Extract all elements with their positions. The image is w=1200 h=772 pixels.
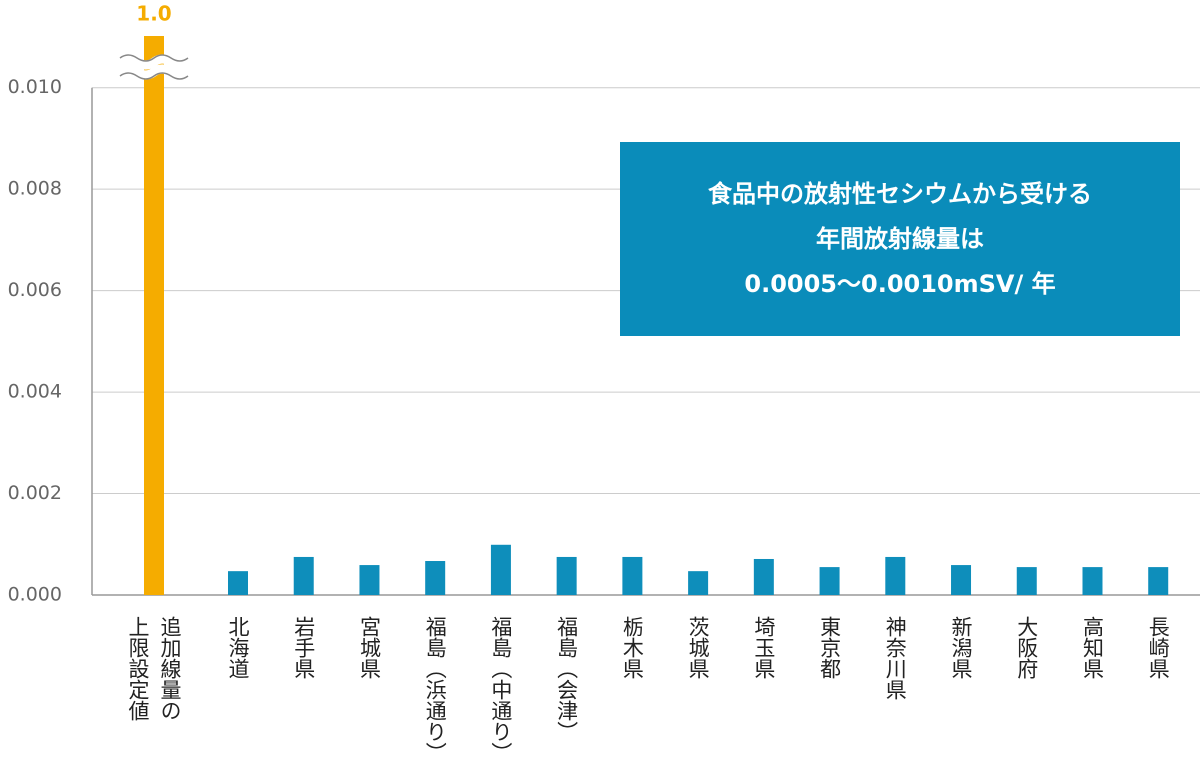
- x-tick-label: 東京都: [817, 616, 842, 679]
- bar: [885, 556, 906, 595]
- bar: [688, 571, 709, 595]
- x-tick-label: 福島（浜通り）: [423, 616, 448, 763]
- y-tick-label: 0.008: [8, 178, 62, 200]
- y-tick-label: 0.006: [8, 279, 62, 301]
- bar: [556, 556, 577, 595]
- bar: [819, 567, 840, 595]
- x-tick-label: 茨城県: [686, 616, 711, 679]
- bar: [228, 571, 248, 595]
- x-tick-label: 宮城県: [357, 616, 382, 679]
- x-tick-label: 北海道: [226, 616, 250, 679]
- bar: [293, 556, 314, 595]
- x-tick-label: 岩手県: [291, 616, 316, 679]
- x-tick-label: 高知県: [1080, 616, 1105, 679]
- annotation: 食品中の放射性セシウムから受ける 年間放射線量は 0.0005〜0.0010mS…: [620, 142, 1180, 336]
- bar: [144, 36, 164, 595]
- y-tick-label: 0.004: [8, 381, 62, 403]
- axis-break: [117, 54, 191, 80]
- bar: [753, 558, 774, 595]
- x-tick-label: 栃木県: [620, 616, 645, 679]
- bar: [359, 565, 380, 595]
- bar: [1016, 567, 1037, 595]
- x-tick-label: 埼玉県: [751, 616, 776, 679]
- x-tick-label: 大阪府: [1014, 616, 1039, 679]
- bar: [622, 556, 643, 595]
- y-tick-label: 0.000: [8, 584, 62, 606]
- y-tick-label: 0.010: [8, 76, 62, 98]
- bar: [1148, 567, 1169, 595]
- x-tick-label: 長崎県: [1146, 616, 1171, 679]
- bar: [951, 565, 972, 595]
- bar: [490, 544, 511, 595]
- y-tick-label: 0.002: [8, 482, 62, 504]
- axis-break: [119, 54, 189, 80]
- x-tick-label: 新潟県: [949, 616, 974, 679]
- bar: [425, 561, 446, 595]
- x-tick-label: 福島（中通り）: [488, 616, 513, 763]
- x-tick-label: 追加線量の 上限設定値: [126, 616, 182, 721]
- value-label: 1.0: [136, 2, 171, 26]
- x-tick-label: 福島（会津）: [554, 616, 579, 742]
- x-tick-label: 神奈川県: [883, 616, 908, 700]
- bar: [1082, 567, 1103, 595]
